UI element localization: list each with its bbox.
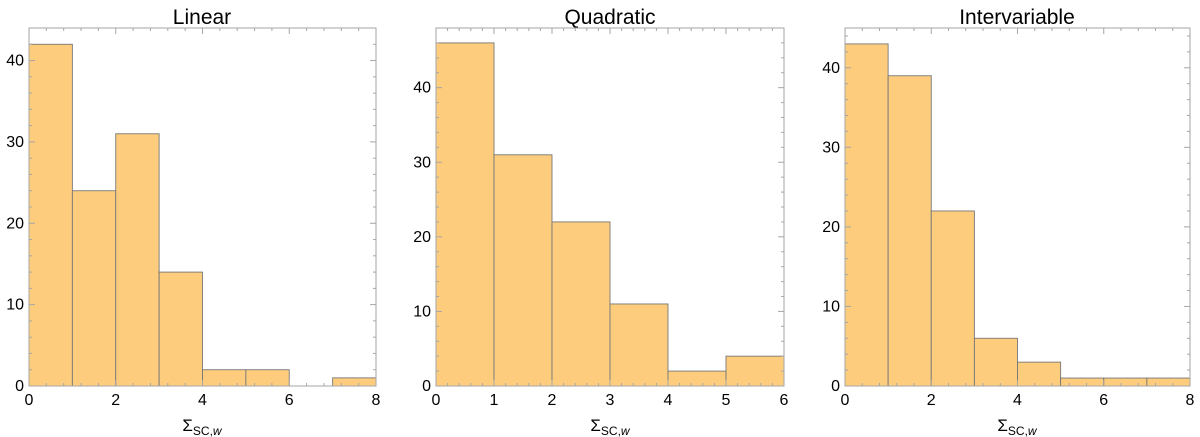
histogram-bar xyxy=(435,42,495,387)
histogram-bar xyxy=(1103,377,1148,387)
chart-title: Linear xyxy=(173,6,231,29)
chart-title: Quadratic xyxy=(564,6,655,29)
x-tick-label: 5 xyxy=(722,392,731,409)
x-tick-label: 2 xyxy=(111,392,120,409)
histogram-bar xyxy=(202,369,247,387)
bar-group xyxy=(435,42,785,387)
tick-group: 0 2 4 6 8 0 10 20 30 40 xyxy=(822,28,1195,409)
y-tick-label: 0 xyxy=(831,378,840,395)
x-tick-label: 3 xyxy=(606,392,615,409)
x-tick-label: 8 xyxy=(372,392,381,409)
y-tick-label: 20 xyxy=(6,215,24,232)
histogram-bar xyxy=(551,221,611,387)
x-tick-label: 6 xyxy=(780,392,789,409)
y-tick-label: 40 xyxy=(822,60,840,77)
x-tick-label: 0 xyxy=(841,392,850,409)
chart-panel-linear: Linear 0 2 4 6 8 0 10 20 30 40 ΣSC,w xyxy=(6,6,380,437)
x-axis-label: ΣSC,w xyxy=(997,416,1038,437)
histogram-bar xyxy=(973,337,1018,387)
chart-panel-quadratic: Quadratic 0 1 2 3 4 5 6 0 10 20 30 40 ΣSC,w xyxy=(413,6,788,437)
x-tick-label: 0 xyxy=(25,392,34,409)
x-tick-label: 6 xyxy=(1099,392,1108,409)
chart-panel-intervariable: Intervariable 0 2 4 6 8 0 10 20 30 40 ΣSC,w xyxy=(822,6,1194,437)
histogram-bar xyxy=(725,355,785,387)
tick-group: 0 1 2 3 4 5 6 0 10 20 30 40 xyxy=(413,27,789,409)
y-tick-label: 30 xyxy=(822,139,840,156)
x-tick-label: 2 xyxy=(927,392,936,409)
x-tick-label: 1 xyxy=(490,392,499,409)
chart-title: Intervariable xyxy=(959,6,1075,29)
y-tick-label: 0 xyxy=(15,378,24,395)
y-tick-label: 30 xyxy=(6,134,24,151)
y-tick-label: 10 xyxy=(413,303,431,320)
x-tick-label: 4 xyxy=(1013,392,1022,409)
y-tick-label: 20 xyxy=(822,219,840,236)
x-axis-label: ΣSC,w xyxy=(590,416,631,437)
y-tick-label: 10 xyxy=(6,297,24,314)
y-tick-label: 40 xyxy=(6,53,24,70)
y-tick-label: 40 xyxy=(413,80,431,97)
y-tick-label: 0 xyxy=(422,378,431,395)
x-tick-label: 8 xyxy=(1186,392,1195,409)
x-tick-label: 6 xyxy=(285,392,294,409)
histogram-bar xyxy=(1060,377,1105,387)
histogram-bar xyxy=(245,369,290,387)
tick-group: 0 2 4 6 8 0 10 20 30 40 xyxy=(6,27,381,409)
histogram-bar xyxy=(115,133,160,387)
x-tick-label: 4 xyxy=(198,392,207,409)
x-axis-label: ΣSC,w xyxy=(182,416,223,437)
y-tick-label: 30 xyxy=(413,154,431,171)
bar-group xyxy=(844,43,1191,387)
histogram-bar xyxy=(1146,377,1191,387)
histogram-bar xyxy=(844,43,889,387)
x-tick-label: 0 xyxy=(432,392,441,409)
histogram-bar xyxy=(158,271,203,387)
histogram-bar xyxy=(609,303,669,387)
histogram-bar xyxy=(930,210,975,387)
histogram-bar xyxy=(493,154,553,387)
y-tick-label: 20 xyxy=(413,229,431,246)
histogram-bar xyxy=(332,377,377,387)
bar-group xyxy=(28,43,377,387)
histogram-bar xyxy=(71,190,117,387)
y-tick-label: 10 xyxy=(822,298,840,315)
x-tick-label: 2 xyxy=(548,392,557,409)
histogram-bar xyxy=(1017,361,1062,387)
histogram-bar xyxy=(28,43,73,387)
histogram-bar xyxy=(667,370,727,387)
histogram-bar xyxy=(887,75,932,387)
x-tick-label: 4 xyxy=(664,392,673,409)
